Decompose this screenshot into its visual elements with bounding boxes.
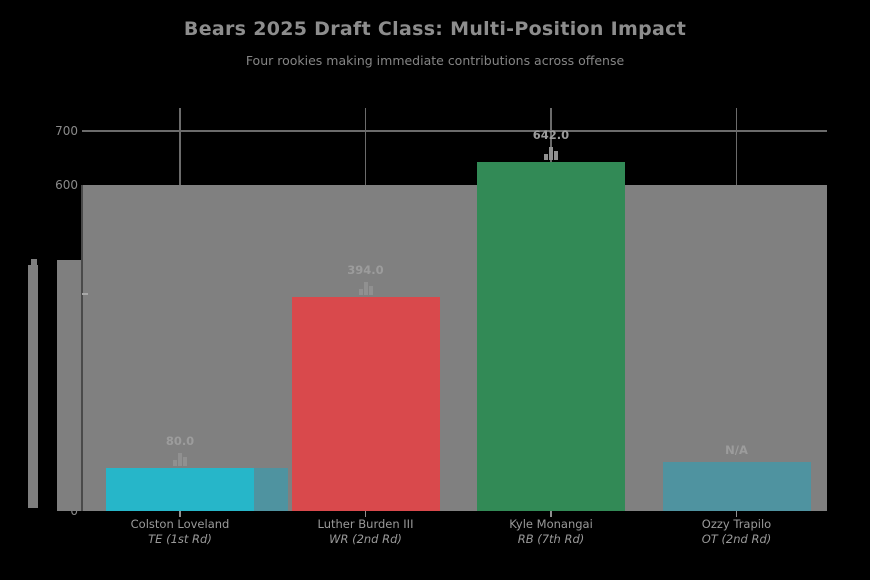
x-tick-mark bbox=[179, 511, 181, 517]
y-axis-spine bbox=[81, 185, 83, 511]
chart-subtitle: Four rookies making immediate contributi… bbox=[245, 53, 625, 68]
bar-annotation: N/A bbox=[697, 444, 777, 462]
player-position-label: OT (2nd Rd) bbox=[701, 532, 772, 546]
player-name-label: Colston Loveland bbox=[130, 517, 230, 531]
x-category-label: Kyle Monangai RB (7th Rd) bbox=[451, 517, 651, 547]
bar-value-label: 80.0 bbox=[165, 433, 195, 448]
y-axis-minor-tick bbox=[82, 293, 88, 295]
x-category-label: Ozzy Trapilo OT (2nd Rd) bbox=[637, 517, 837, 547]
left-artifact-bar-tip bbox=[31, 259, 37, 267]
bar-annotation: 394.0 bbox=[326, 264, 406, 297]
y-tick-label: 0 bbox=[70, 504, 78, 518]
bar-value-label: 394.0 bbox=[347, 263, 384, 278]
y-tick-label: 600 bbox=[55, 178, 78, 193]
bar-annotation: 642.0 bbox=[511, 129, 591, 162]
bar-chart-blocks-icon bbox=[358, 281, 373, 296]
bar-chart-blocks-icon bbox=[173, 452, 187, 466]
bar-annotation: 80.0 bbox=[140, 433, 220, 468]
player-position-label: TE (1st Rd) bbox=[148, 532, 212, 546]
player-name-label: Luther Burden III bbox=[317, 517, 414, 531]
bar-luther-burden-iii bbox=[291, 297, 440, 511]
left-artifact-wide-bar bbox=[57, 260, 81, 511]
left-artifact-thin-bar bbox=[28, 265, 38, 508]
bar-kyle-monangai bbox=[477, 162, 625, 511]
horizontal-gridline bbox=[82, 130, 827, 132]
player-name-label: Ozzy Trapilo bbox=[701, 517, 772, 531]
x-category-label: Luther Burden III WR (2nd Rd) bbox=[266, 517, 466, 547]
x-tick-mark bbox=[735, 511, 738, 517]
y-tick-label: 700 bbox=[55, 124, 78, 138]
player-position-label: WR (2nd Rd) bbox=[329, 532, 402, 546]
bar-value-label: 642.0 bbox=[532, 128, 570, 143]
bar-chart-blocks-icon bbox=[544, 146, 558, 161]
player-name-label: Kyle Monangai bbox=[509, 517, 593, 531]
bar-value-label: N/A bbox=[725, 443, 748, 458]
bar-colston-loveland bbox=[106, 467, 254, 511]
bar-ozzy-trapilo bbox=[662, 462, 811, 511]
x-category-label: Colston Loveland TE (1st Rd) bbox=[80, 517, 280, 547]
background-band bbox=[82, 185, 827, 511]
x-tick-mark bbox=[550, 511, 552, 517]
bar-overlay-segment bbox=[254, 467, 288, 511]
player-position-label: RB (7th Rd) bbox=[517, 532, 585, 546]
chart-title: Bears 2025 Draft Class: Multi-Position I… bbox=[183, 18, 687, 40]
x-tick-mark bbox=[364, 511, 367, 517]
